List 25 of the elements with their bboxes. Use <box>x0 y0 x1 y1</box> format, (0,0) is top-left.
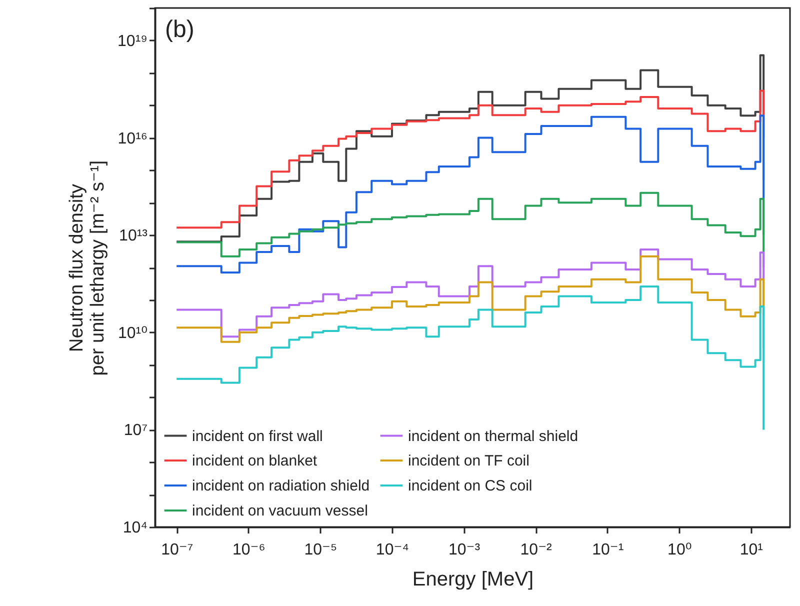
legend-label: incident on radiation shield <box>192 478 370 494</box>
x-tick-label: 10⁻⁷ <box>161 542 194 558</box>
x-tick-label: 10⁻¹ <box>592 542 624 558</box>
y-tick-label: 10¹⁹ <box>118 32 148 50</box>
legend-label: incident on TF coil <box>408 452 530 470</box>
y-tick-label: 10⁴ <box>122 520 148 536</box>
legend-label: incident on thermal shield <box>408 428 578 445</box>
x-tick-label: 10⁻³ <box>448 542 481 558</box>
legend-label: incident on first wall <box>192 428 323 445</box>
legend-label: incident on CS coil <box>408 478 532 494</box>
x-axis-title: Energy [MeV] <box>412 568 534 590</box>
y-tick-label: 10⁷ <box>124 422 148 440</box>
x-tick-label: 10¹ <box>740 542 764 558</box>
y-tick-label: 10¹⁰ <box>118 324 148 342</box>
legend-label: incident on vacuum vessel <box>192 502 368 520</box>
legend-label: incident on blanket <box>192 452 318 470</box>
x-tick-label: 10⁻² <box>520 542 553 558</box>
x-tick-label: 10⁻⁵ <box>304 542 338 558</box>
y-tick-label: 10¹⁶ <box>118 130 148 148</box>
y-axis-title: Neutron flux density per unit lethargy [m⁻² s⁻¹] <box>66 160 109 376</box>
x-tick-label: 10⁻⁶ <box>232 542 266 558</box>
y-tick-label: 10¹³ <box>119 228 148 245</box>
x-tick-label: 10⁻⁴ <box>376 542 410 558</box>
annotation: (b) <box>165 16 194 43</box>
x-tick-label: 10⁰ <box>668 542 692 558</box>
